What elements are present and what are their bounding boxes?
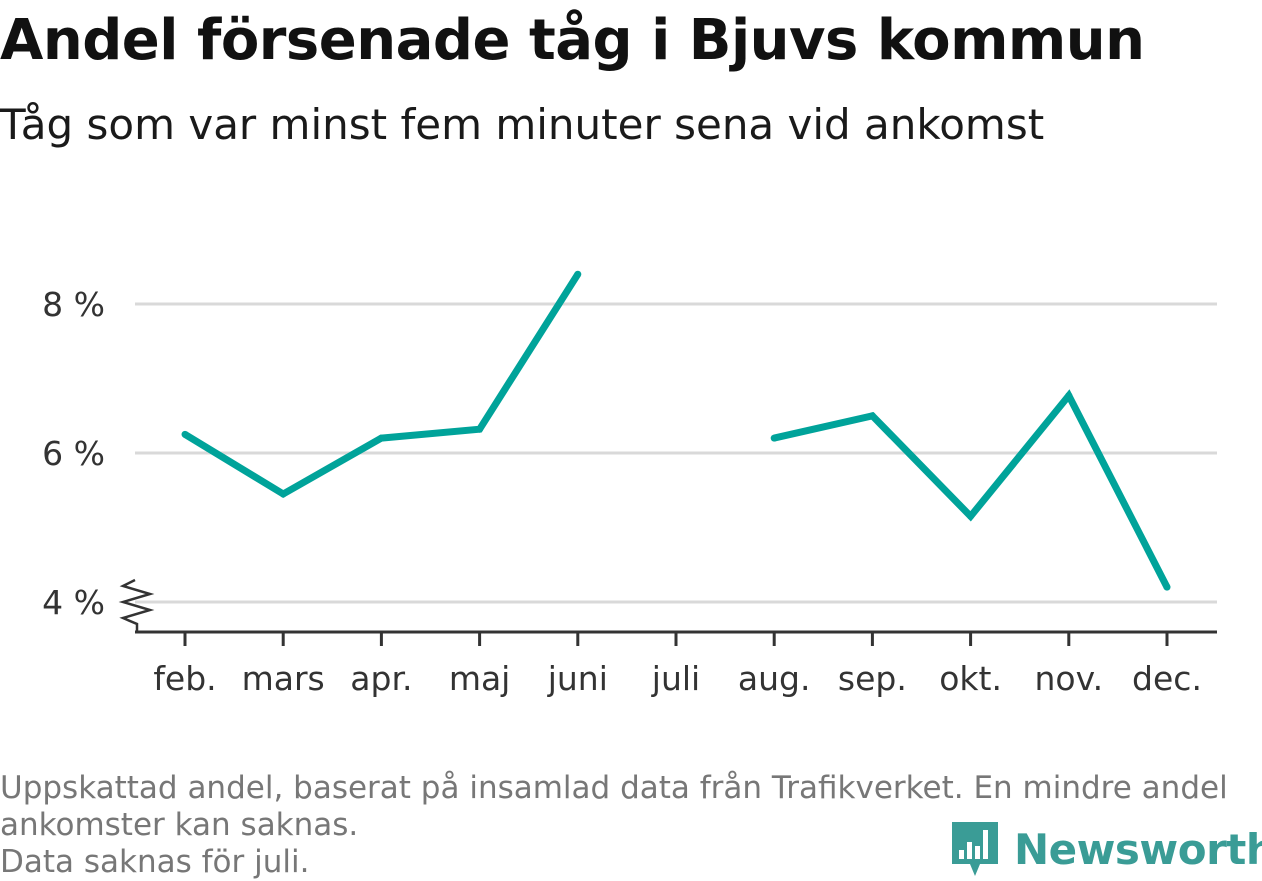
gridlines [135,302,1217,604]
footnote-line: Uppskattad andel, baserat på insamlad da… [0,770,1228,806]
x-tick-label: dec. [1132,659,1202,698]
x-tick-label: maj [449,659,511,698]
x-axis [118,578,1217,646]
series-line [181,270,1171,591]
axis-break-marker [118,578,155,632]
data-point [1163,583,1171,591]
x-tick-label: juni [547,659,608,698]
data-point [574,270,582,278]
x-tick-label: juli [651,659,700,698]
chart-subtitle: Tåg som var minst fem minuter sena vid a… [0,100,1045,149]
chart-title: Andel försenade tåg i Bjuvs kommun [0,8,1145,73]
x-tick-label: nov. [1035,659,1104,698]
series-line-segment [773,389,1171,589]
series-line-segment [183,272,581,499]
line-chart: 4 % 6 % 8 % feb. mars apr. maj juni juli aug. sep… [42,270,1217,698]
x-tick-label: apr. [350,659,412,698]
x-tick-label: sep. [838,659,907,698]
data-point [181,430,189,438]
data-point [377,434,385,442]
data-point [967,512,975,520]
data-point [279,490,287,498]
footnote-line: ankomster kan saknas. [0,807,359,843]
brand-name: Newsworthy [1014,824,1262,874]
x-axis-tick-labels: feb. mars apr. maj juni juli aug. sep. okt. nov. d… [153,659,1202,698]
newsworthy-logo-icon [952,822,998,876]
data-point [1065,392,1073,400]
x-tick-label: feb. [153,659,216,698]
y-axis-tick-labels: 4 % 6 % 8 % [42,285,105,622]
data-point [868,412,876,420]
footnote-line: Data saknas för juli. [0,844,310,880]
brand-logo: Newsworthy [950,818,1262,880]
x-tick-label: mars [242,659,325,698]
footnote: Uppskattad andel, baserat på insamlad da… [0,770,1250,881]
data-point [770,434,778,442]
x-tick-label: okt. [939,659,1002,698]
x-tick-label: aug. [738,659,811,698]
data-point [476,425,484,433]
y-tick-label: 6 % [42,434,105,473]
y-tick-label: 4 % [42,583,105,622]
y-tick-label: 8 % [42,285,105,324]
